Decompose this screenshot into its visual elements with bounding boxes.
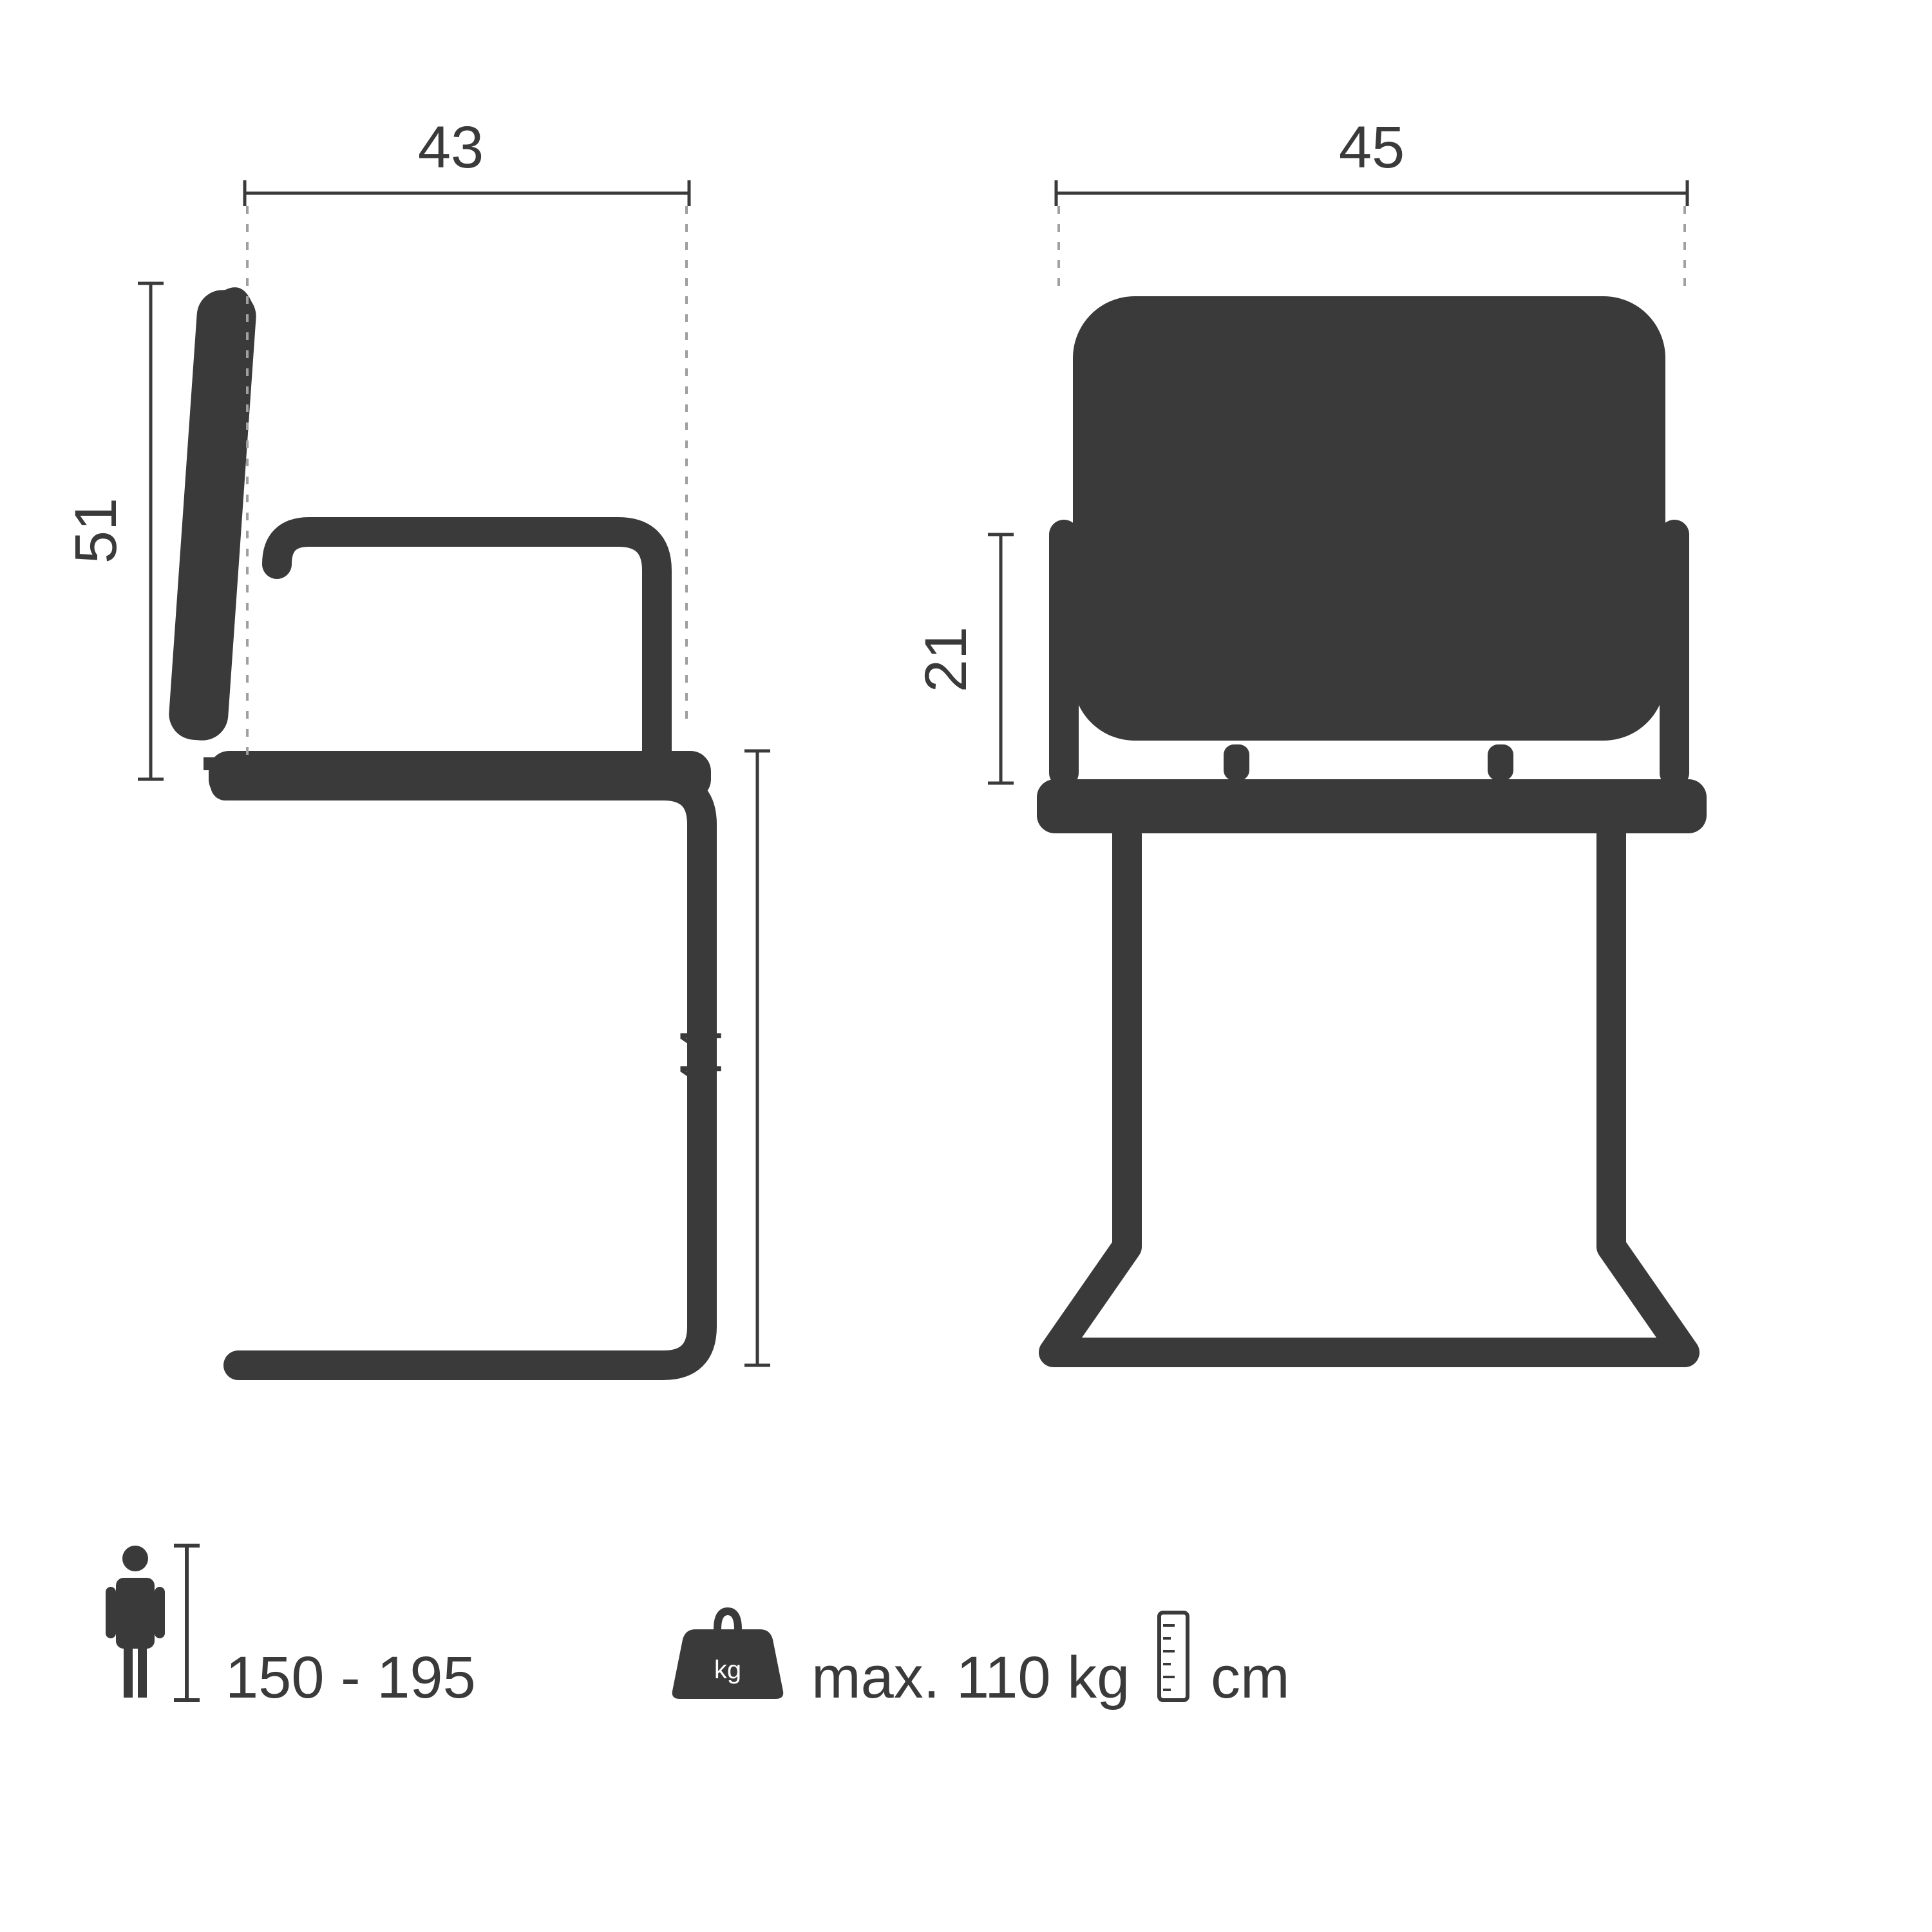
weight-icon: kg — [672, 1611, 784, 1699]
footer-weight-max: max. 110 kg — [811, 1645, 1130, 1710]
dim-side-top-width-label: 43 — [418, 115, 484, 180]
chair-side-view — [167, 287, 711, 1365]
dim-front-arm-height-label: 21 — [913, 627, 979, 692]
dim-front-top-width: 45 — [1056, 115, 1687, 294]
person-height-icon — [106, 1546, 200, 1700]
dim-front-top-width-label: 45 — [1339, 115, 1405, 180]
dim-front-arm-height: 21 — [913, 535, 1014, 783]
footer-legend: 150 - 195 kg max. 110 kg cm — [106, 1546, 1290, 1710]
ruler-icon — [1159, 1613, 1188, 1700]
dim-side-back-height-label: 51 — [63, 498, 129, 564]
dim-side-seat-height: 44 — [668, 751, 770, 1365]
kg-icon-label: kg — [714, 1656, 741, 1684]
chair-front-view — [1037, 296, 1707, 1352]
dim-side-seat-height-label: 44 — [668, 1026, 734, 1092]
footer-unit-label: cm — [1211, 1645, 1290, 1710]
chair-dimension-diagram: 43 51 44 45 — [0, 0, 1932, 1932]
footer-height-range: 150 - 195 — [225, 1645, 476, 1710]
dim-side-top-width: 43 — [245, 115, 689, 762]
dim-side-back-height: 51 — [63, 283, 164, 779]
